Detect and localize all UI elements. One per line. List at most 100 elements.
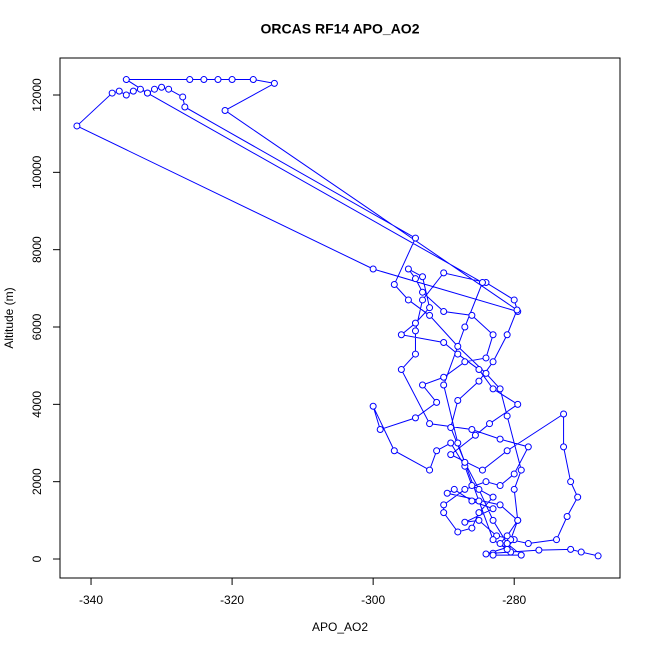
data-point [122,91,130,99]
data-point [489,505,497,513]
data-point [440,501,448,509]
data-point [186,76,194,84]
data-point [461,358,469,366]
data-line [76,79,599,557]
y-tick-label: 10000 [30,155,44,189]
data-point [181,103,189,111]
data-point [447,424,455,432]
y-tick-label: 0 [30,555,44,562]
data-point [433,447,441,455]
data-point [468,524,476,532]
data-point [489,536,497,544]
data-point [270,79,278,87]
data-point [249,76,257,84]
y-tick-label: 2000 [30,468,44,495]
data-point [468,482,476,490]
data-point [404,265,412,273]
data-point [397,331,405,339]
data-point [510,296,518,304]
data-point [475,377,483,385]
data-point [450,485,458,493]
data-point [517,551,525,559]
data-point [471,431,479,439]
chart-title: ORCAS RF14 APO_AO2 [261,21,420,37]
data-point [440,381,448,389]
data-point [411,275,419,283]
data-point [200,76,208,84]
data-point [461,323,469,331]
data-point [440,509,448,517]
data-point [489,551,497,559]
data-point [411,234,419,242]
data-point [129,87,137,95]
data-point [563,512,571,520]
data-point [440,269,448,277]
y-tick-label: 8000 [30,236,44,263]
data-point [468,497,476,505]
data-point [517,466,525,474]
data-point [454,350,462,358]
x-axis-label: APO_AO2 [312,620,368,634]
y-tick-label: 12000 [30,78,44,112]
data-point [503,545,511,553]
data-point [426,311,434,319]
data-point [567,478,575,486]
data-point [514,516,522,524]
data-point [503,532,511,540]
data-point [447,439,455,447]
data-point [503,331,511,339]
data-point [496,435,504,443]
data-point [475,497,483,505]
data-point [482,369,490,377]
data-point [574,493,582,501]
data-point [475,516,483,524]
x-tick-label: -300 [361,593,385,607]
data-point [122,76,130,84]
data-point [221,106,229,114]
data-point [489,385,497,393]
data-point [440,338,448,346]
data-point [411,319,419,327]
data-point [496,501,504,509]
data-point [461,458,469,466]
data-point [514,400,522,408]
data-point [510,470,518,478]
data-point [440,373,448,381]
data-point [214,76,222,84]
data-point [594,552,602,560]
data-point [496,482,504,490]
data-point [108,89,116,97]
data-point [524,443,532,451]
data-point [397,366,405,374]
data-point [411,350,419,358]
data-point [454,342,462,350]
data-point [496,385,504,393]
data-point [524,540,532,548]
data-point [136,85,144,93]
data-point [475,485,483,493]
x-tick-label: -320 [220,593,244,607]
data-point [513,306,521,314]
data-point [419,381,427,389]
data-point [228,76,236,84]
data-point [426,304,434,312]
data-point [482,550,490,558]
data-point [461,485,469,493]
data-point [560,410,568,418]
data-point [468,425,476,433]
data-point [404,296,412,304]
data-point [567,545,575,553]
data-point [151,85,159,93]
data-point [454,439,462,447]
data-point [560,443,568,451]
data-point [426,466,434,474]
data-point [433,398,441,406]
data-point [489,493,497,501]
data-point [461,518,469,526]
data-point [535,546,543,554]
data-point [143,89,151,97]
data-point [478,279,486,287]
x-tick-label: -280 [502,593,526,607]
data-point [447,451,455,459]
